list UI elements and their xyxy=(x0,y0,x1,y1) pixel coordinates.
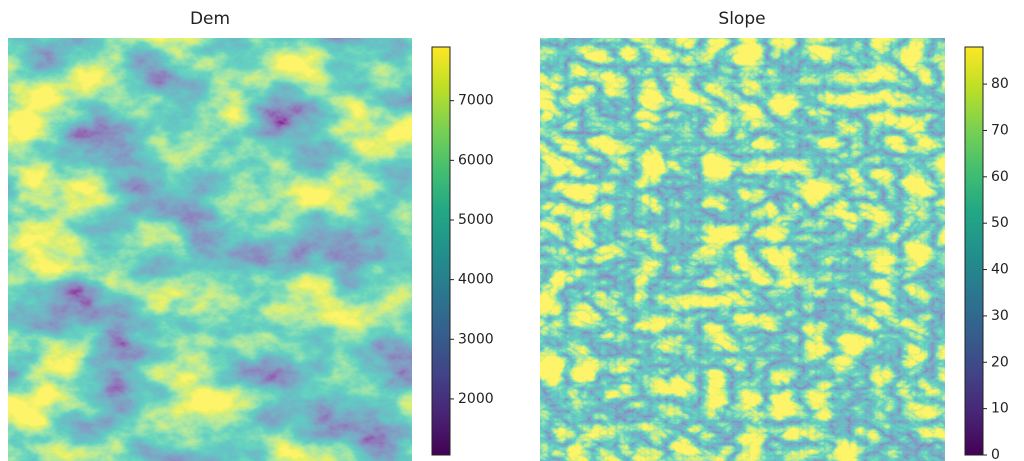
colorbar-tick-label: 5000 xyxy=(458,212,494,228)
colorbar-tick-label: 50 xyxy=(991,215,1009,231)
colorbar-tick-label: 10 xyxy=(991,401,1009,417)
colorbar-tick-label: 0 xyxy=(991,447,1000,461)
colorbar xyxy=(965,47,983,455)
colorbar-tick-label: 60 xyxy=(991,169,1009,185)
colorbar-tick-label: 30 xyxy=(991,308,1009,324)
colorbar xyxy=(432,47,450,455)
chart-title: Dem xyxy=(190,9,230,29)
figure: Dem 2000 3000 4000 5000 6000 7000 Slope 0 10 20 30 4… xyxy=(0,0,1024,461)
colorbar-tick-label: 40 xyxy=(991,262,1009,278)
colorbar-tick-label: 7000 xyxy=(458,93,494,109)
dem-image xyxy=(8,38,412,461)
colorbar-tick-label: 20 xyxy=(991,354,1009,370)
chart-title: Slope xyxy=(718,9,765,29)
colorbar-tick-label: 80 xyxy=(991,76,1009,92)
colorbar-tick-label: 4000 xyxy=(458,272,494,288)
slope-image xyxy=(540,38,945,461)
colorbar-tick-label: 3000 xyxy=(458,331,494,347)
colorbar-tick-label: 6000 xyxy=(458,152,494,168)
colorbar-tick-label: 2000 xyxy=(458,391,494,407)
colorbar-tick-label: 70 xyxy=(991,122,1009,138)
